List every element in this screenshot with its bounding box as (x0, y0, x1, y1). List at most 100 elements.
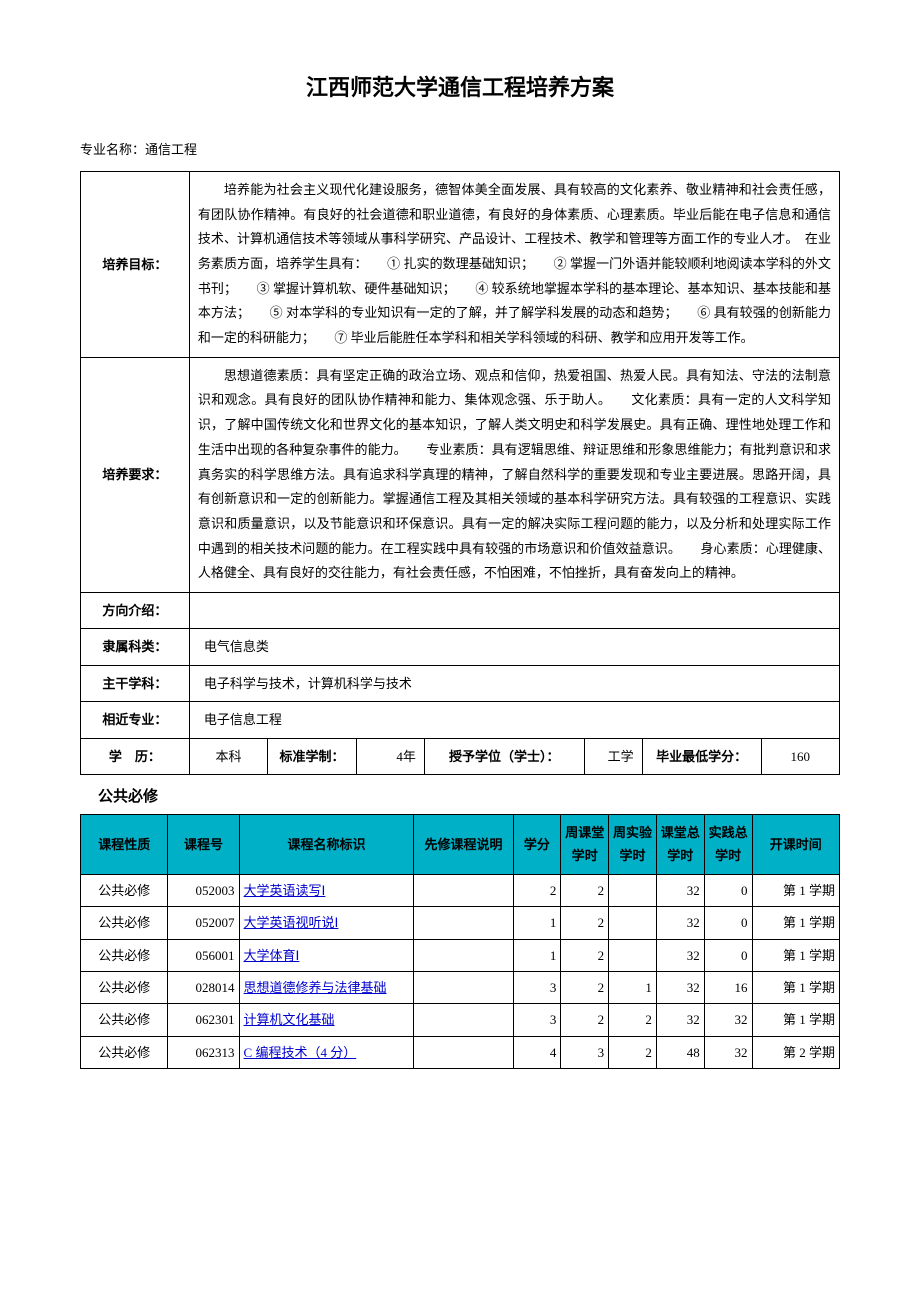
table-row: 公共必修028014思想道德修养与法律基础3213216第 1 学期 (81, 971, 840, 1003)
goal-label: 培养目标： (81, 171, 190, 357)
hdr-week-lab: 周实验学时 (609, 814, 657, 874)
cell-type: 公共必修 (81, 907, 168, 939)
course-link[interactable]: 大学体育Ⅰ (244, 948, 300, 963)
cell-week-hours: 2 (561, 874, 609, 906)
category-label: 隶属科类： (81, 629, 190, 665)
cell-week-lab: 2 (609, 1004, 657, 1036)
cell-week-hours: 2 (561, 907, 609, 939)
row-degree: 学 历： 本科 标准学制： 4年 授予学位（学士）： 工学 毕业最低学分： 16… (81, 738, 840, 774)
cell-name: 大学英语读写Ⅰ (239, 874, 414, 906)
hdr-num: 课程号 (168, 814, 239, 874)
similar-major-label: 相近专业： (81, 702, 190, 738)
cell-name: 大学体育Ⅰ (239, 939, 414, 971)
cell-credit: 1 (513, 907, 561, 939)
major-line: 专业名称：通信工程 (80, 138, 840, 161)
cell-num: 056001 (168, 939, 239, 971)
hdr-name: 课程名称标识 (239, 814, 414, 874)
cell-term: 第 1 学期 (752, 939, 840, 971)
course-link[interactable]: 大学英语视听说Ⅰ (244, 915, 339, 930)
table-row: 公共必修052003 大学英语读写Ⅰ 22 320第 1 学期 (81, 874, 840, 906)
cell-type: 公共必修 (81, 1036, 168, 1068)
course-link[interactable]: 大学英语读写Ⅰ (244, 883, 326, 898)
row-similar-major: 相近专业： 电子信息工程 (81, 702, 840, 738)
cell-pre (414, 1004, 513, 1036)
cell-pre (414, 874, 513, 906)
cell-term: 第 1 学期 (752, 971, 840, 1003)
cell-num: 062313 (168, 1036, 239, 1068)
cell-week-hours: 3 (561, 1036, 609, 1068)
course-table: 课程性质 课程号 课程名称标识 先修课程说明 学分 周课堂学时 周实验学时 课堂… (80, 814, 840, 1069)
cell-num: 052007 (168, 907, 239, 939)
cell-type: 公共必修 (81, 939, 168, 971)
min-credit-val: 160 (761, 738, 839, 774)
cell-pre (414, 907, 513, 939)
req-label: 培养要求： (81, 357, 190, 592)
cell-term: 第 1 学期 (752, 1004, 840, 1036)
degree-label: 授予学位（学士）： (424, 738, 584, 774)
course-link[interactable]: C 编程技术（4 分） (244, 1045, 357, 1060)
info-table: 培养目标： 培养能为社会主义现代化建设服务，德智体美全面发展、具有较高的文化素养… (80, 171, 840, 775)
cell-practice-hours: 16 (704, 971, 752, 1003)
course-header-row: 课程性质 课程号 课程名称标识 先修课程说明 学分 周课堂学时 周实验学时 课堂… (81, 814, 840, 874)
cell-type: 公共必修 (81, 971, 168, 1003)
cell-week-lab: 2 (609, 1036, 657, 1068)
cell-num: 052003 (168, 874, 239, 906)
edu-label: 学 历： (81, 738, 190, 774)
std-val: 4年 (356, 738, 424, 774)
cell-week-lab: 1 (609, 971, 657, 1003)
cell-week-hours: 2 (561, 939, 609, 971)
hdr-total-hours: 课堂总学时 (656, 814, 704, 874)
cell-pre (414, 1036, 513, 1068)
table-row: 公共必修052007大学英语视听说Ⅰ12320第 1 学期 (81, 907, 840, 939)
cell-week-lab (609, 907, 657, 939)
cell-term: 第 1 学期 (752, 907, 840, 939)
cell-week-lab (609, 939, 657, 971)
req-text: 思想道德素质：具有坚定正确的政治立场、观点和信仰，热爱祖国、热爱人民。具有知法、… (189, 357, 839, 592)
hdr-practice-hours: 实践总学时 (704, 814, 752, 874)
row-requirement: 培养要求： 思想道德素质：具有坚定正确的政治立场、观点和信仰，热爱祖国、热爱人民… (81, 357, 840, 592)
degree-val: 工学 (584, 738, 642, 774)
cell-pre (414, 971, 513, 1003)
std-label: 标准学制： (268, 738, 357, 774)
cell-credit: 2 (513, 874, 561, 906)
cell-name: 思想道德修养与法律基础 (239, 971, 414, 1003)
cell-type: 公共必修 (81, 874, 168, 906)
cell-total-hours: 32 (656, 874, 704, 906)
hdr-pre: 先修课程说明 (414, 814, 513, 874)
cell-credit: 1 (513, 939, 561, 971)
direction-label: 方向介绍： (81, 592, 190, 628)
cell-name: 计算机文化基础 (239, 1004, 414, 1036)
cell-num: 062301 (168, 1004, 239, 1036)
cell-credit: 3 (513, 1004, 561, 1036)
cell-total-hours: 32 (656, 1004, 704, 1036)
cell-credit: 4 (513, 1036, 561, 1068)
course-link[interactable]: 计算机文化基础 (244, 1012, 335, 1027)
cell-practice-hours: 32 (704, 1036, 752, 1068)
course-link[interactable]: 思想道德修养与法律基础 (244, 980, 387, 995)
cell-term: 第 1 学期 (752, 874, 840, 906)
row-main-subject: 主干学科： 电子科学与技术，计算机科学与技术 (81, 665, 840, 701)
course-section-title: 公共必修 (98, 783, 840, 810)
cell-name: C 编程技术（4 分） (239, 1036, 414, 1068)
hdr-term: 开课时间 (752, 814, 840, 874)
cell-week-hours: 2 (561, 1004, 609, 1036)
table-row: 公共必修062313C 编程技术（4 分）4324832第 2 学期 (81, 1036, 840, 1068)
min-credit-label: 毕业最低学分： (642, 738, 761, 774)
cell-total-hours: 32 (656, 939, 704, 971)
hdr-credit: 学分 (513, 814, 561, 874)
main-subject-text: 电子科学与技术，计算机科学与技术 (189, 665, 839, 701)
cell-credit: 3 (513, 971, 561, 1003)
cell-practice-hours: 0 (704, 939, 752, 971)
cell-type: 公共必修 (81, 1004, 168, 1036)
cell-total-hours: 32 (656, 907, 704, 939)
cell-week-lab (609, 874, 657, 906)
cell-practice-hours: 32 (704, 1004, 752, 1036)
cell-total-hours: 32 (656, 971, 704, 1003)
cell-total-hours: 48 (656, 1036, 704, 1068)
similar-major-text: 电子信息工程 (189, 702, 839, 738)
row-category: 隶属科类： 电气信息类 (81, 629, 840, 665)
cell-practice-hours: 0 (704, 874, 752, 906)
table-row: 公共必修062301计算机文化基础3223232第 1 学期 (81, 1004, 840, 1036)
main-subject-label: 主干学科： (81, 665, 190, 701)
cell-pre (414, 939, 513, 971)
